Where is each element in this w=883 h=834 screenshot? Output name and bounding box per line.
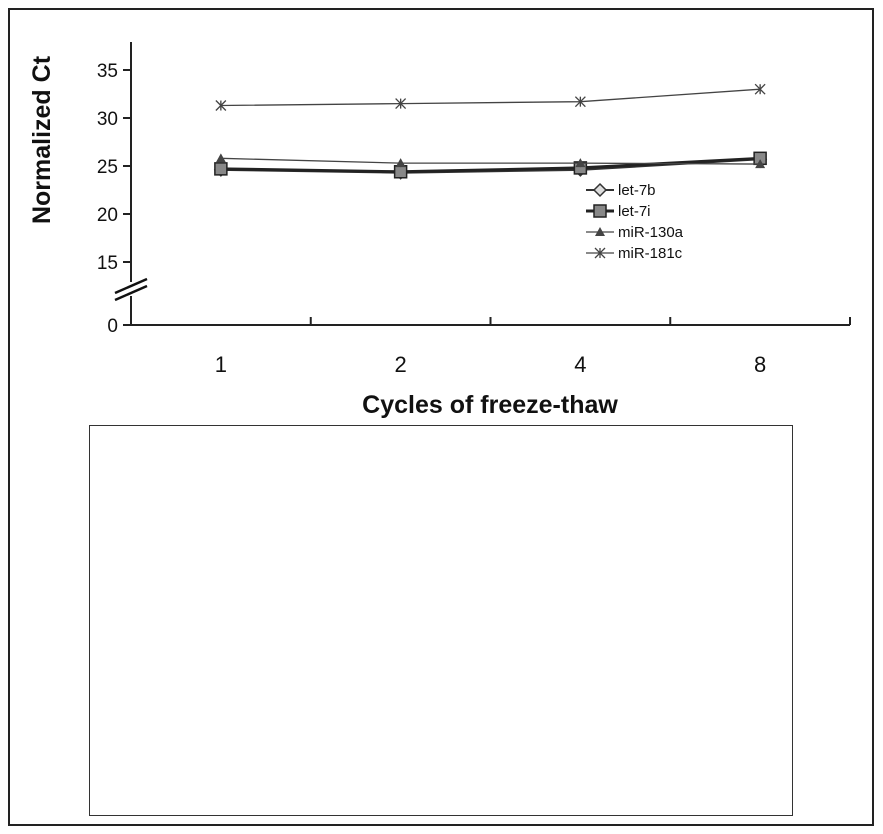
data-point [215, 100, 227, 111]
x-tick-label: 8 [754, 352, 766, 377]
axis-break-mark [114, 277, 148, 302]
data-point [395, 158, 406, 168]
figure-frame [8, 8, 874, 826]
data-point [754, 83, 766, 95]
legend-label: let-7b [618, 182, 656, 199]
data-point [755, 159, 766, 169]
legend-entry: miR-130a [586, 224, 684, 241]
series-line [220, 157, 761, 165]
data-point [575, 158, 586, 168]
y-axis-title: Normalized Ct [28, 55, 56, 224]
x-tick-label: 1 [215, 352, 227, 377]
legend-entry: let-7b [586, 182, 656, 199]
y-tick-label: 15 [97, 253, 118, 274]
series-line [220, 88, 761, 107]
legend-label: miR-181c [618, 245, 683, 262]
legend-marker [593, 204, 607, 218]
y-tick-label: 0 [107, 316, 118, 337]
x-axis-title: Cycles of freeze-thaw [362, 391, 618, 419]
x-tick-label: 4 [574, 352, 586, 377]
y-tick-label: 20 [97, 205, 118, 226]
blank-panel [89, 425, 793, 816]
legend-marker [594, 247, 606, 259]
y-tick-label: 25 [97, 157, 118, 178]
series-let-7i [214, 151, 767, 179]
data-point [574, 96, 586, 108]
series-let-7b [213, 152, 768, 180]
data-point [214, 162, 228, 176]
data-point [393, 165, 408, 179]
legend-marker [592, 182, 608, 198]
legend-marker [595, 227, 605, 236]
legend-label: let-7i [618, 203, 651, 220]
series-miR-130a [215, 153, 766, 169]
chart-axes [114, 42, 850, 326]
legend-entry: let-7i [586, 203, 651, 220]
legend-entry: miR-181c [586, 245, 683, 262]
y-tick-label: 30 [97, 109, 118, 130]
x-tick-label: 2 [395, 352, 407, 377]
data-point [215, 153, 226, 163]
data-point [395, 98, 407, 110]
legend-label: miR-130a [618, 224, 684, 241]
series-miR-181c [215, 83, 766, 111]
y-tick-label: 35 [97, 61, 118, 82]
